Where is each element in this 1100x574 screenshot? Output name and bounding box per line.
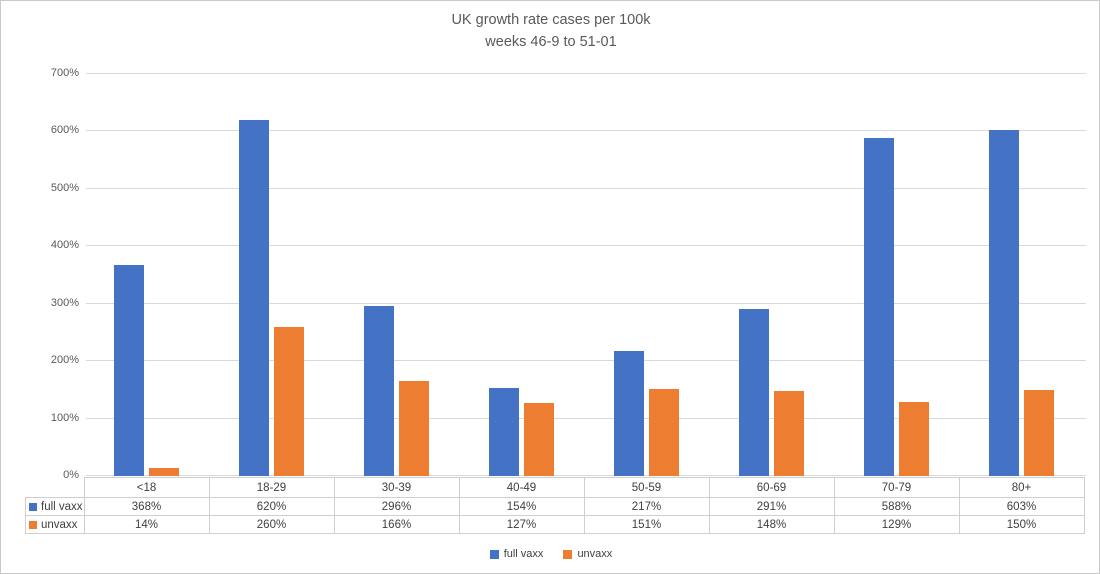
bar-full-vaxx-30-39 bbox=[364, 306, 394, 476]
table-value-cell: 127% bbox=[458, 515, 585, 534]
y-axis-tick-label: 300% bbox=[50, 296, 79, 309]
table-category-header: 70-79 bbox=[833, 477, 960, 498]
table-category-header: <18 bbox=[83, 477, 210, 498]
table-value-cell: 151% bbox=[583, 515, 710, 534]
bar-unvaxx-40-49 bbox=[524, 403, 554, 476]
chart-title: UK growth rate cases per 100k bbox=[451, 12, 651, 28]
y-axis-tick-label: 0% bbox=[63, 469, 79, 481]
chart-data-table: <18 18-29 30-39 40-49 50-59 60-69 70-79 80+ full… bbox=[25, 477, 1085, 534]
bar-full-vaxx-50-59 bbox=[614, 351, 644, 476]
gridline bbox=[86, 130, 1086, 132]
table-row: full vaxx 368% 620% 296% 154% 217% 291% 588% 603… bbox=[25, 497, 1085, 516]
bar-full-vaxx-<18 bbox=[114, 265, 144, 476]
table-value-cell: 150% bbox=[958, 515, 1085, 534]
table-category-header: 50-59 bbox=[583, 477, 710, 498]
legend-item-unvaxx: unvaxx bbox=[563, 548, 612, 560]
gridline bbox=[86, 187, 1086, 189]
gridline bbox=[86, 73, 1086, 74]
plot-area bbox=[86, 73, 1086, 476]
series-key-icon bbox=[29, 502, 37, 511]
table-row: unvaxx 14% 260% 166% 127% 151% 148% 129% 150% bbox=[25, 515, 1085, 534]
table-category-header: 30-39 bbox=[333, 477, 460, 498]
legend-swatch-icon bbox=[489, 549, 499, 559]
y-axis-tick-label: 700% bbox=[50, 67, 79, 79]
table-category-header: 18-29 bbox=[208, 477, 335, 498]
table-series-label: full vaxx bbox=[25, 497, 85, 516]
y-axis-tick-label: 100% bbox=[50, 411, 79, 424]
bar-full-vaxx-60-69 bbox=[739, 309, 769, 476]
table-category-header: 60-69 bbox=[708, 477, 835, 498]
table-value-cell: 620% bbox=[208, 497, 335, 516]
gridline bbox=[86, 475, 1086, 476]
y-axis-tick-label: 400% bbox=[50, 239, 79, 252]
table-category-header: 80+ bbox=[958, 477, 1085, 498]
table-value-cell: 14% bbox=[83, 515, 210, 534]
bar-full-vaxx-80+ bbox=[989, 130, 1019, 476]
legend-item-full-vaxx: full vaxx bbox=[489, 548, 544, 560]
chart-legend: full vaxx unvaxx bbox=[1, 546, 1099, 562]
series-key-icon bbox=[29, 520, 37, 529]
bar-full-vaxx-40-49 bbox=[489, 388, 519, 476]
table-series-label: unvaxx bbox=[25, 515, 85, 534]
table-value-cell: 296% bbox=[333, 497, 460, 516]
table-value-cell: 260% bbox=[208, 515, 335, 534]
table-value-cell: 166% bbox=[333, 515, 460, 534]
gridline bbox=[86, 360, 1086, 362]
table-value-cell: 154% bbox=[458, 497, 585, 516]
bar-unvaxx-18-29 bbox=[274, 327, 304, 476]
table-value-cell: 217% bbox=[583, 497, 710, 516]
gridline bbox=[86, 245, 1086, 247]
gridline bbox=[86, 417, 1086, 419]
chart-subtitle: weeks 46-9 to 51-01 bbox=[485, 34, 617, 50]
bar-full-vaxx-18-29 bbox=[239, 120, 269, 476]
bar-unvaxx-60-69 bbox=[774, 391, 804, 476]
table-value-cell: 291% bbox=[708, 497, 835, 516]
legend-label: full vaxx bbox=[503, 548, 544, 560]
y-axis-tick-label: 600% bbox=[50, 124, 79, 137]
y-axis-tick-label: 500% bbox=[50, 181, 79, 194]
bar-unvaxx-80+ bbox=[1024, 390, 1054, 476]
legend-swatch-icon bbox=[563, 549, 573, 559]
bar-unvaxx-70-79 bbox=[899, 402, 929, 476]
table-value-cell: 129% bbox=[833, 515, 960, 534]
gridline bbox=[86, 302, 1086, 304]
bar-unvaxx-<18 bbox=[149, 468, 179, 476]
table-value-cell: 148% bbox=[708, 515, 835, 534]
table-category-header: 40-49 bbox=[458, 477, 585, 498]
y-axis-tick-label: 200% bbox=[50, 354, 79, 367]
table-value-cell: 368% bbox=[83, 497, 210, 516]
bar-full-vaxx-70-79 bbox=[864, 138, 894, 476]
table-value-cell: 588% bbox=[833, 497, 960, 516]
bar-unvaxx-50-59 bbox=[649, 389, 679, 476]
legend-label: unvaxx bbox=[577, 548, 613, 560]
table-value-cell: 603% bbox=[958, 497, 1085, 516]
bar-unvaxx-30-39 bbox=[399, 381, 429, 476]
